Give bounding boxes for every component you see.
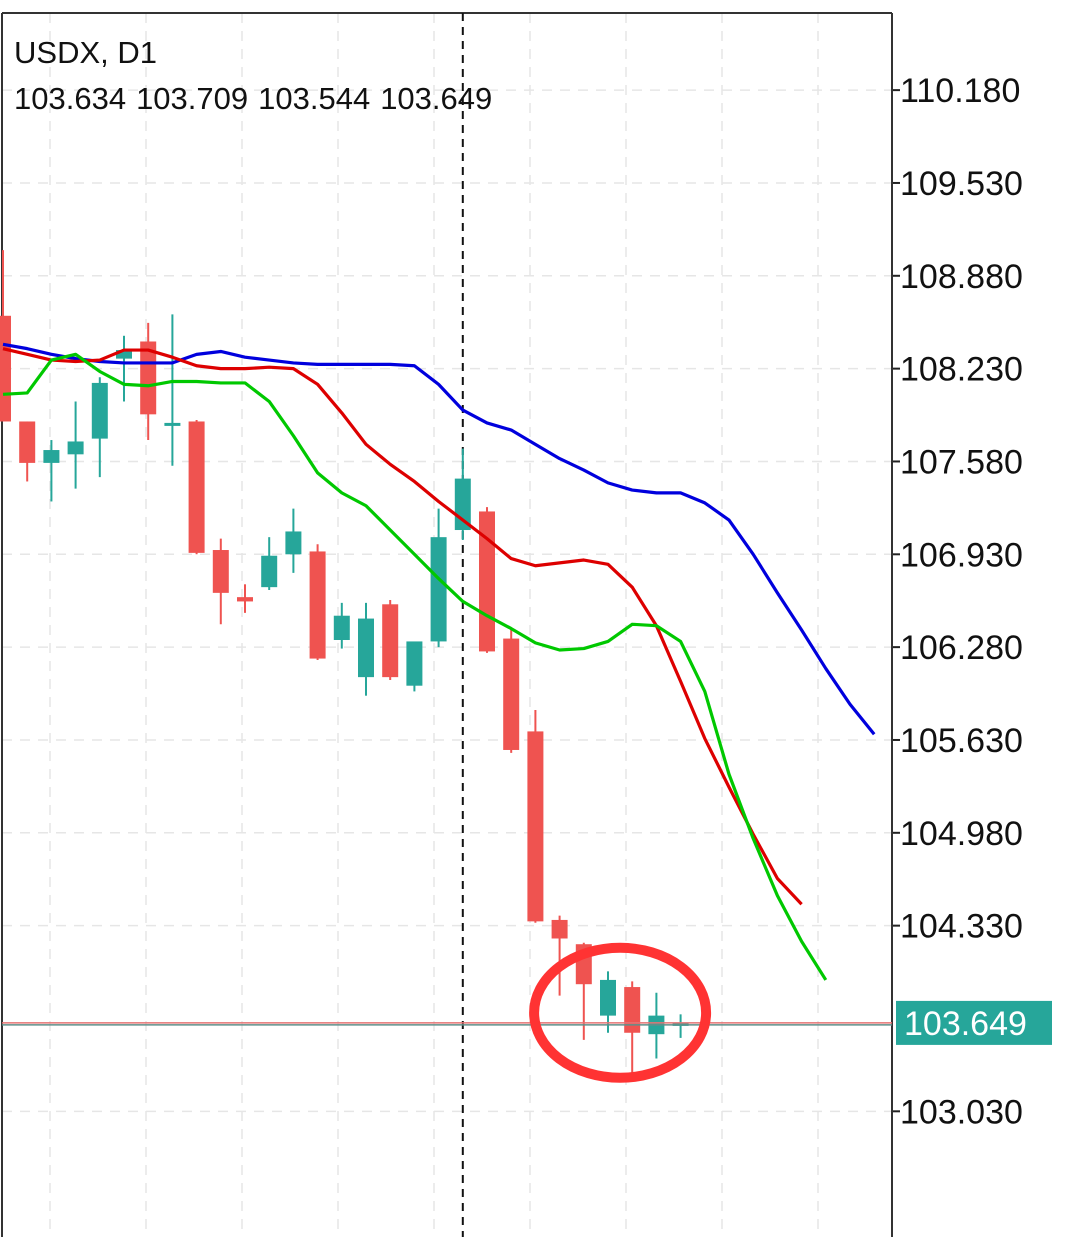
y-tick-label: 108.230 (900, 351, 1023, 389)
y-tick-label: 105.630 (900, 722, 1023, 760)
ohlc-readout: 103.634 103.709 103.544 103.649 (14, 76, 502, 122)
y-tick-label: 104.980 (900, 815, 1023, 853)
candle-body (261, 555, 278, 588)
y-tick-label: 103.030 (900, 1093, 1023, 1131)
y-tick-label: 106.280 (900, 629, 1023, 667)
y-tick-label: 108.880 (900, 258, 1023, 296)
open-value: 103.634 (14, 81, 127, 116)
candle-body (382, 604, 399, 678)
candle-body (91, 382, 108, 439)
moving-average-line (2, 347, 803, 906)
candle-body (19, 421, 36, 463)
candle-body (188, 421, 205, 553)
candle-body (285, 531, 302, 555)
close-value: 103.649 (380, 81, 493, 116)
y-tick-label: 104.330 (900, 908, 1023, 946)
y-tick-label: 109.530 (900, 165, 1023, 203)
high-value: 103.709 (136, 81, 249, 116)
price-badge (896, 1000, 1052, 1045)
candle-body (551, 919, 568, 939)
candle-body (624, 987, 641, 1033)
candle-body (0, 315, 11, 422)
moving-average-line (2, 342, 876, 736)
candle-body (164, 422, 181, 426)
low-value: 103.544 (258, 81, 371, 116)
candle-body (309, 551, 326, 659)
y-tick-label: 106.930 (900, 536, 1023, 574)
candle-body (116, 350, 132, 359)
symbol-label: USDX, D1 (14, 35, 157, 70)
candle-body (527, 731, 544, 922)
candle-body (358, 618, 374, 678)
chart-header: USDX, D1 103.634 103.709 103.544 103.649 (14, 30, 502, 122)
candle-body (212, 550, 229, 593)
candle-body (43, 450, 60, 463)
price-badge-label: 103.649 (904, 1005, 1027, 1043)
candle-body (503, 638, 520, 750)
y-tick-label: 110.180 (900, 72, 1020, 110)
candle-body (237, 597, 253, 602)
candle-body (140, 341, 157, 415)
candle-body (333, 615, 350, 640)
candle-body (600, 979, 616, 1016)
candle-body (430, 537, 447, 642)
candle-body (67, 441, 84, 455)
highlight-ellipse (529, 942, 712, 1083)
candle-body (406, 641, 423, 686)
y-tick-label: 107.580 (900, 443, 1023, 481)
moving-average-line (2, 352, 828, 981)
